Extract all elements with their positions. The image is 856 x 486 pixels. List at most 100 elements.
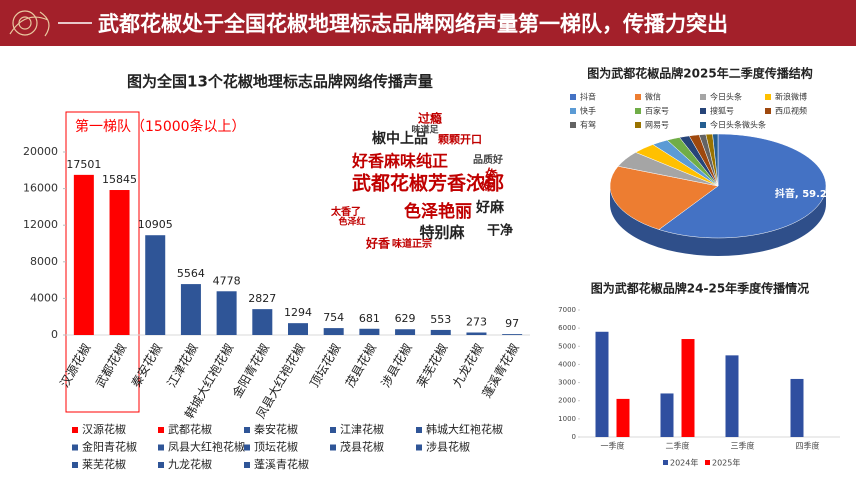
legend-marker: [158, 462, 164, 468]
data-label: 553: [430, 313, 451, 326]
y-tick-label: 20000: [23, 145, 58, 158]
flower-icon: [9, 10, 50, 37]
word: 好麻: [475, 199, 505, 216]
bar: [109, 190, 130, 335]
word: 武都花椒芳香浓郁: [352, 172, 504, 195]
legend-marker: [765, 94, 771, 100]
legend-label: 2024年: [670, 458, 698, 468]
bar: [725, 355, 739, 437]
legend-marker: [700, 108, 706, 114]
legend-label: 九龙花椒: [168, 457, 212, 471]
legend-label: 微信: [645, 92, 661, 102]
legend-label: 金阳青花椒: [82, 440, 137, 454]
data-label: 681: [359, 312, 380, 325]
legend-label: 汉源花椒: [82, 422, 126, 436]
x-tick-label: 汉源花椒: [56, 341, 93, 390]
data-label: 754: [323, 311, 344, 324]
word: 过瘾: [418, 111, 442, 126]
legend-label: 有驾: [580, 120, 596, 130]
legend-label: 顶坛花椒: [254, 440, 298, 454]
pie-slice: [712, 133, 719, 187]
legend-marker: [635, 94, 641, 100]
y-tick-label: 7000: [558, 306, 576, 314]
word: 好香: [365, 236, 390, 251]
data-label: 10905: [138, 218, 173, 231]
legend-label: 网易号: [645, 121, 669, 130]
word: 色泽艳丽: [404, 201, 472, 222]
y-tick-label: 4000: [558, 360, 576, 368]
legend-label: 百家号: [645, 106, 669, 116]
legend-marker: [700, 94, 706, 100]
x-tick-label: 九龙花椒: [449, 341, 486, 390]
word: 椒中上品: [372, 130, 428, 147]
word: 味道正宗: [392, 237, 432, 250]
legend-label: 武都花椒: [168, 422, 212, 436]
x-tick-label: 二季度: [666, 441, 690, 451]
y-tick-label: 0: [51, 328, 58, 341]
x-tick-label: 武都花椒: [92, 341, 129, 390]
bar: [252, 309, 273, 335]
legend-label: 西瓜视频: [775, 106, 807, 116]
data-label: 629: [395, 312, 416, 325]
legend-label: 抖音: [580, 92, 596, 102]
bar: [359, 328, 380, 335]
y-tick-label: 6000: [558, 324, 576, 332]
x-tick-label: 莱芜花椒: [413, 341, 450, 390]
chart-title: 图为武都花椒品牌2025年二季度传播结构: [587, 66, 812, 81]
header-band: [0, 0, 856, 46]
annotation: 第一梯队（15000条以上）: [75, 118, 246, 135]
legend-marker: [158, 427, 164, 433]
legend-label: 韩城大红袍花椒: [426, 422, 503, 436]
bar: [323, 328, 344, 335]
legend-label: 快手: [580, 106, 596, 116]
bar: [790, 378, 804, 437]
y-tick-label: 4000: [30, 291, 58, 304]
data-label: 1294: [284, 306, 312, 319]
word: 味道足: [411, 124, 439, 136]
bar: [395, 329, 416, 335]
bar: [502, 334, 523, 335]
legend-marker: [244, 427, 250, 433]
x-tick-label: 涉县花椒: [378, 341, 415, 390]
bar: [216, 291, 237, 335]
legend-marker: [570, 122, 576, 128]
bar: [681, 339, 695, 437]
legend-marker: [416, 427, 422, 433]
legend-label: 涉县花椒: [426, 440, 470, 454]
legend-marker: [330, 444, 336, 451]
x-tick-label: 江津花椒: [164, 341, 201, 390]
legend-label: 今日头条微头条: [710, 120, 766, 130]
x-tick-label: 一季度: [601, 441, 625, 451]
y-tick-label: 0: [572, 433, 576, 441]
legend-marker: [570, 108, 576, 114]
data-label: 抖音, 59.2: [775, 187, 827, 200]
data-label: 273: [466, 316, 487, 329]
legend-label: 茂县花椒: [340, 440, 384, 454]
pie-slice: [658, 133, 827, 239]
legend-marker: [635, 108, 641, 114]
word: 特别麻: [419, 224, 465, 242]
legend-marker: [765, 108, 771, 114]
word: 品质好: [473, 153, 503, 166]
x-tick-label: 三季度: [731, 441, 755, 451]
word: 太香了: [330, 205, 361, 218]
data-label: 2827: [248, 292, 276, 305]
word: 色泽红: [338, 216, 365, 228]
pie-slice: [609, 165, 719, 230]
bar: [430, 329, 451, 335]
legend-marker: [158, 444, 164, 451]
bar: [73, 174, 94, 335]
bar: [288, 323, 308, 335]
legend-label: 凤县大红袍花椒: [168, 440, 245, 454]
y-tick-label: 3000: [558, 379, 576, 387]
y-tick-label: 5000: [558, 342, 576, 350]
legend-marker: [663, 460, 668, 465]
legend-label: 江津花椒: [340, 422, 384, 436]
legend-marker: [244, 462, 250, 468]
legend-marker: [705, 460, 710, 465]
legend-label: 2025年: [712, 458, 740, 468]
x-tick-label: 秦安花椒: [128, 341, 165, 390]
data-label: 5564: [177, 267, 205, 280]
